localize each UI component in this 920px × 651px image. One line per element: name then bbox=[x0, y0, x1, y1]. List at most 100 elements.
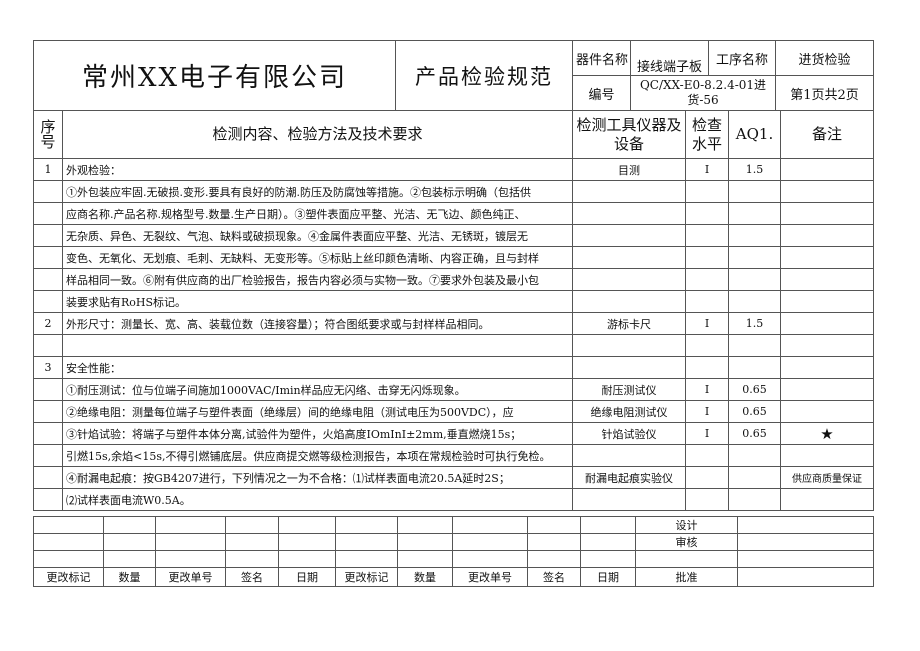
cell-aql: 0.65 bbox=[728, 400, 781, 423]
cell-level bbox=[685, 180, 729, 203]
part-name: 接线端子板 bbox=[630, 40, 709, 76]
cell-content: ⑵试样表面电流W0.5A。 bbox=[62, 488, 573, 511]
sign-cell bbox=[452, 533, 528, 551]
change-header: 数量 bbox=[397, 567, 453, 587]
cell-aql bbox=[728, 246, 781, 269]
part-name-label: 器件名称 bbox=[572, 40, 631, 76]
cell-seq: 3 bbox=[33, 356, 63, 379]
cell-seq bbox=[33, 422, 63, 445]
sign-label: 审核 bbox=[635, 533, 738, 551]
table-row: 2 外形尺寸：测量长、宽、高、装载位数（连接容量）；符合图纸要求或与封样样品相同。… bbox=[33, 312, 874, 335]
cell-content: ①耐压测试：位与位端子间施加1000VAC/Imin样品应无闪络、击穿无闪烁现象… bbox=[62, 378, 573, 401]
sign-cell bbox=[335, 550, 398, 568]
cell-content bbox=[62, 334, 573, 357]
cell-aql bbox=[728, 466, 781, 489]
change-header: 签名 bbox=[225, 567, 279, 587]
sign-cell bbox=[737, 567, 874, 587]
sign-cell bbox=[527, 516, 581, 534]
cell-remark bbox=[780, 488, 874, 511]
cell-seq: 1 bbox=[33, 158, 63, 181]
cell-aql bbox=[728, 290, 781, 313]
cell-aql bbox=[728, 268, 781, 291]
cell-content: 无杂质、异色、无裂纹、气泡、缺料或破损现象。④金属件表面应平整、光洁、无锈斑，镀… bbox=[62, 224, 573, 247]
sign-cell bbox=[225, 550, 279, 568]
cell-remark bbox=[780, 400, 874, 423]
sign-cell bbox=[527, 533, 581, 551]
cell-level: I bbox=[685, 422, 729, 445]
cell-tool bbox=[572, 224, 686, 247]
change-header: 更改标记 bbox=[33, 567, 104, 587]
col-seq: 序号 bbox=[33, 110, 63, 159]
change-header: 更改单号 bbox=[452, 567, 528, 587]
signature-row: 设计 bbox=[33, 516, 874, 534]
change-header: 签名 bbox=[527, 567, 581, 587]
cell-remark bbox=[780, 202, 874, 225]
cell-content: ①外包装应牢固.无破损.变形.要具有良好的防潮.防压及防腐蚀等措施。②包装标示明… bbox=[62, 180, 573, 203]
table-row bbox=[33, 334, 874, 357]
cell-seq bbox=[33, 224, 63, 247]
cell-aql bbox=[728, 488, 781, 511]
cell-aql bbox=[728, 202, 781, 225]
sign-cell bbox=[397, 550, 453, 568]
sign-cell bbox=[225, 533, 279, 551]
change-header: 数量 bbox=[103, 567, 156, 587]
cell-level bbox=[685, 202, 729, 225]
header-table: 常州XX电子有限公司 产品检验规范 器件名称 接线端子板 工序名称 进货检验 编… bbox=[33, 40, 874, 111]
cell-content: ④耐漏电起痕：按GB4207进行，下列情况之一为不合格：⑴试样表面电流20.5A… bbox=[62, 466, 573, 489]
cell-seq bbox=[33, 268, 63, 291]
cell-content: 外形尺寸：测量长、宽、高、装载位数（连接容量）；符合图纸要求或与封样样品相同。 bbox=[62, 312, 573, 335]
sign-cell bbox=[278, 550, 336, 568]
sign-cell bbox=[452, 516, 528, 534]
cell-content: 装要求贴有RoHS标记。 bbox=[62, 290, 573, 313]
table-row: 引燃15s,余焰<15s,不得引燃铺底层。供应商提交燃等级检测报告，本项在常规检… bbox=[33, 444, 874, 467]
cell-content: 引燃15s,余焰<15s,不得引燃铺底层。供应商提交燃等级检测报告，本项在常规检… bbox=[62, 444, 573, 467]
cell-level: I bbox=[685, 400, 729, 423]
sign-cell bbox=[580, 533, 636, 551]
table-row: 变色、无氧化、无划痕、毛刺、无缺料、无变形等。⑤标贴上丝印颜色清晰、内容正确，且… bbox=[33, 246, 874, 269]
cell-tool bbox=[572, 202, 686, 225]
sign-cell bbox=[103, 533, 156, 551]
sign-cell bbox=[155, 516, 226, 534]
cell-content: 外观检验： bbox=[62, 158, 573, 181]
cell-seq bbox=[33, 488, 63, 511]
signature-row: 审核 bbox=[33, 533, 874, 551]
cell-remark bbox=[780, 268, 874, 291]
inspection-table: 序号 检测内容、检验方法及技术要求 检测工具仪器及设备 检查水平 AQ1. 备注… bbox=[33, 110, 874, 511]
cell-content: ③针焰试验：将端子与塑件本体分离,试验件为塑件，火焰高度IOmInI±2mm,垂… bbox=[62, 422, 573, 445]
change-header: 日期 bbox=[580, 567, 636, 587]
sign-cell bbox=[33, 533, 104, 551]
sign-cell bbox=[397, 516, 453, 534]
sign-cell bbox=[155, 550, 226, 568]
cell-seq bbox=[33, 290, 63, 313]
cell-seq bbox=[33, 444, 63, 467]
sign-cell bbox=[33, 516, 104, 534]
table-row: ⑵试样表面电流W0.5A。 bbox=[33, 488, 874, 511]
cell-remark bbox=[780, 334, 874, 357]
cell-tool: 针焰试验仪 bbox=[572, 422, 686, 445]
sign-cell bbox=[103, 550, 156, 568]
cell-level bbox=[685, 488, 729, 511]
company-name: 常州XX电子有限公司 bbox=[33, 40, 396, 111]
cell-seq: 2 bbox=[33, 312, 63, 335]
sign-cell bbox=[103, 516, 156, 534]
signature-row: 更改标记 数量 更改单号 签名 日期 更改标记 数量 更改单号 签名 日期 批准 bbox=[33, 567, 874, 587]
cell-seq bbox=[33, 466, 63, 489]
cell-aql bbox=[728, 224, 781, 247]
table-row: ③针焰试验：将端子与塑件本体分离,试验件为塑件，火焰高度IOmInI±2mm,垂… bbox=[33, 422, 874, 445]
cell-aql: 0.65 bbox=[728, 378, 781, 401]
process-value: 进货检验 bbox=[775, 40, 874, 76]
cell-content: 安全性能： bbox=[62, 356, 573, 379]
cell-aql: 0.65 bbox=[728, 422, 781, 445]
sign-cell bbox=[580, 516, 636, 534]
cell-remark bbox=[780, 444, 874, 467]
number-label: 编号 bbox=[572, 75, 631, 111]
sign-cell bbox=[737, 550, 874, 568]
table-row: 样品相同一致。⑥附有供应商的出厂检验报告，报告内容必须与实物一致。⑦要求外包装及… bbox=[33, 268, 874, 291]
col-aql: AQ1. bbox=[728, 110, 781, 159]
cell-tool bbox=[572, 180, 686, 203]
cell-tool bbox=[572, 356, 686, 379]
sign-cell bbox=[580, 550, 636, 568]
cell-aql bbox=[728, 180, 781, 203]
table-row: 无杂质、异色、无裂纹、气泡、缺料或破损现象。④金属件表面应平整、光洁、无锈斑，镀… bbox=[33, 224, 874, 247]
cell-level bbox=[685, 224, 729, 247]
